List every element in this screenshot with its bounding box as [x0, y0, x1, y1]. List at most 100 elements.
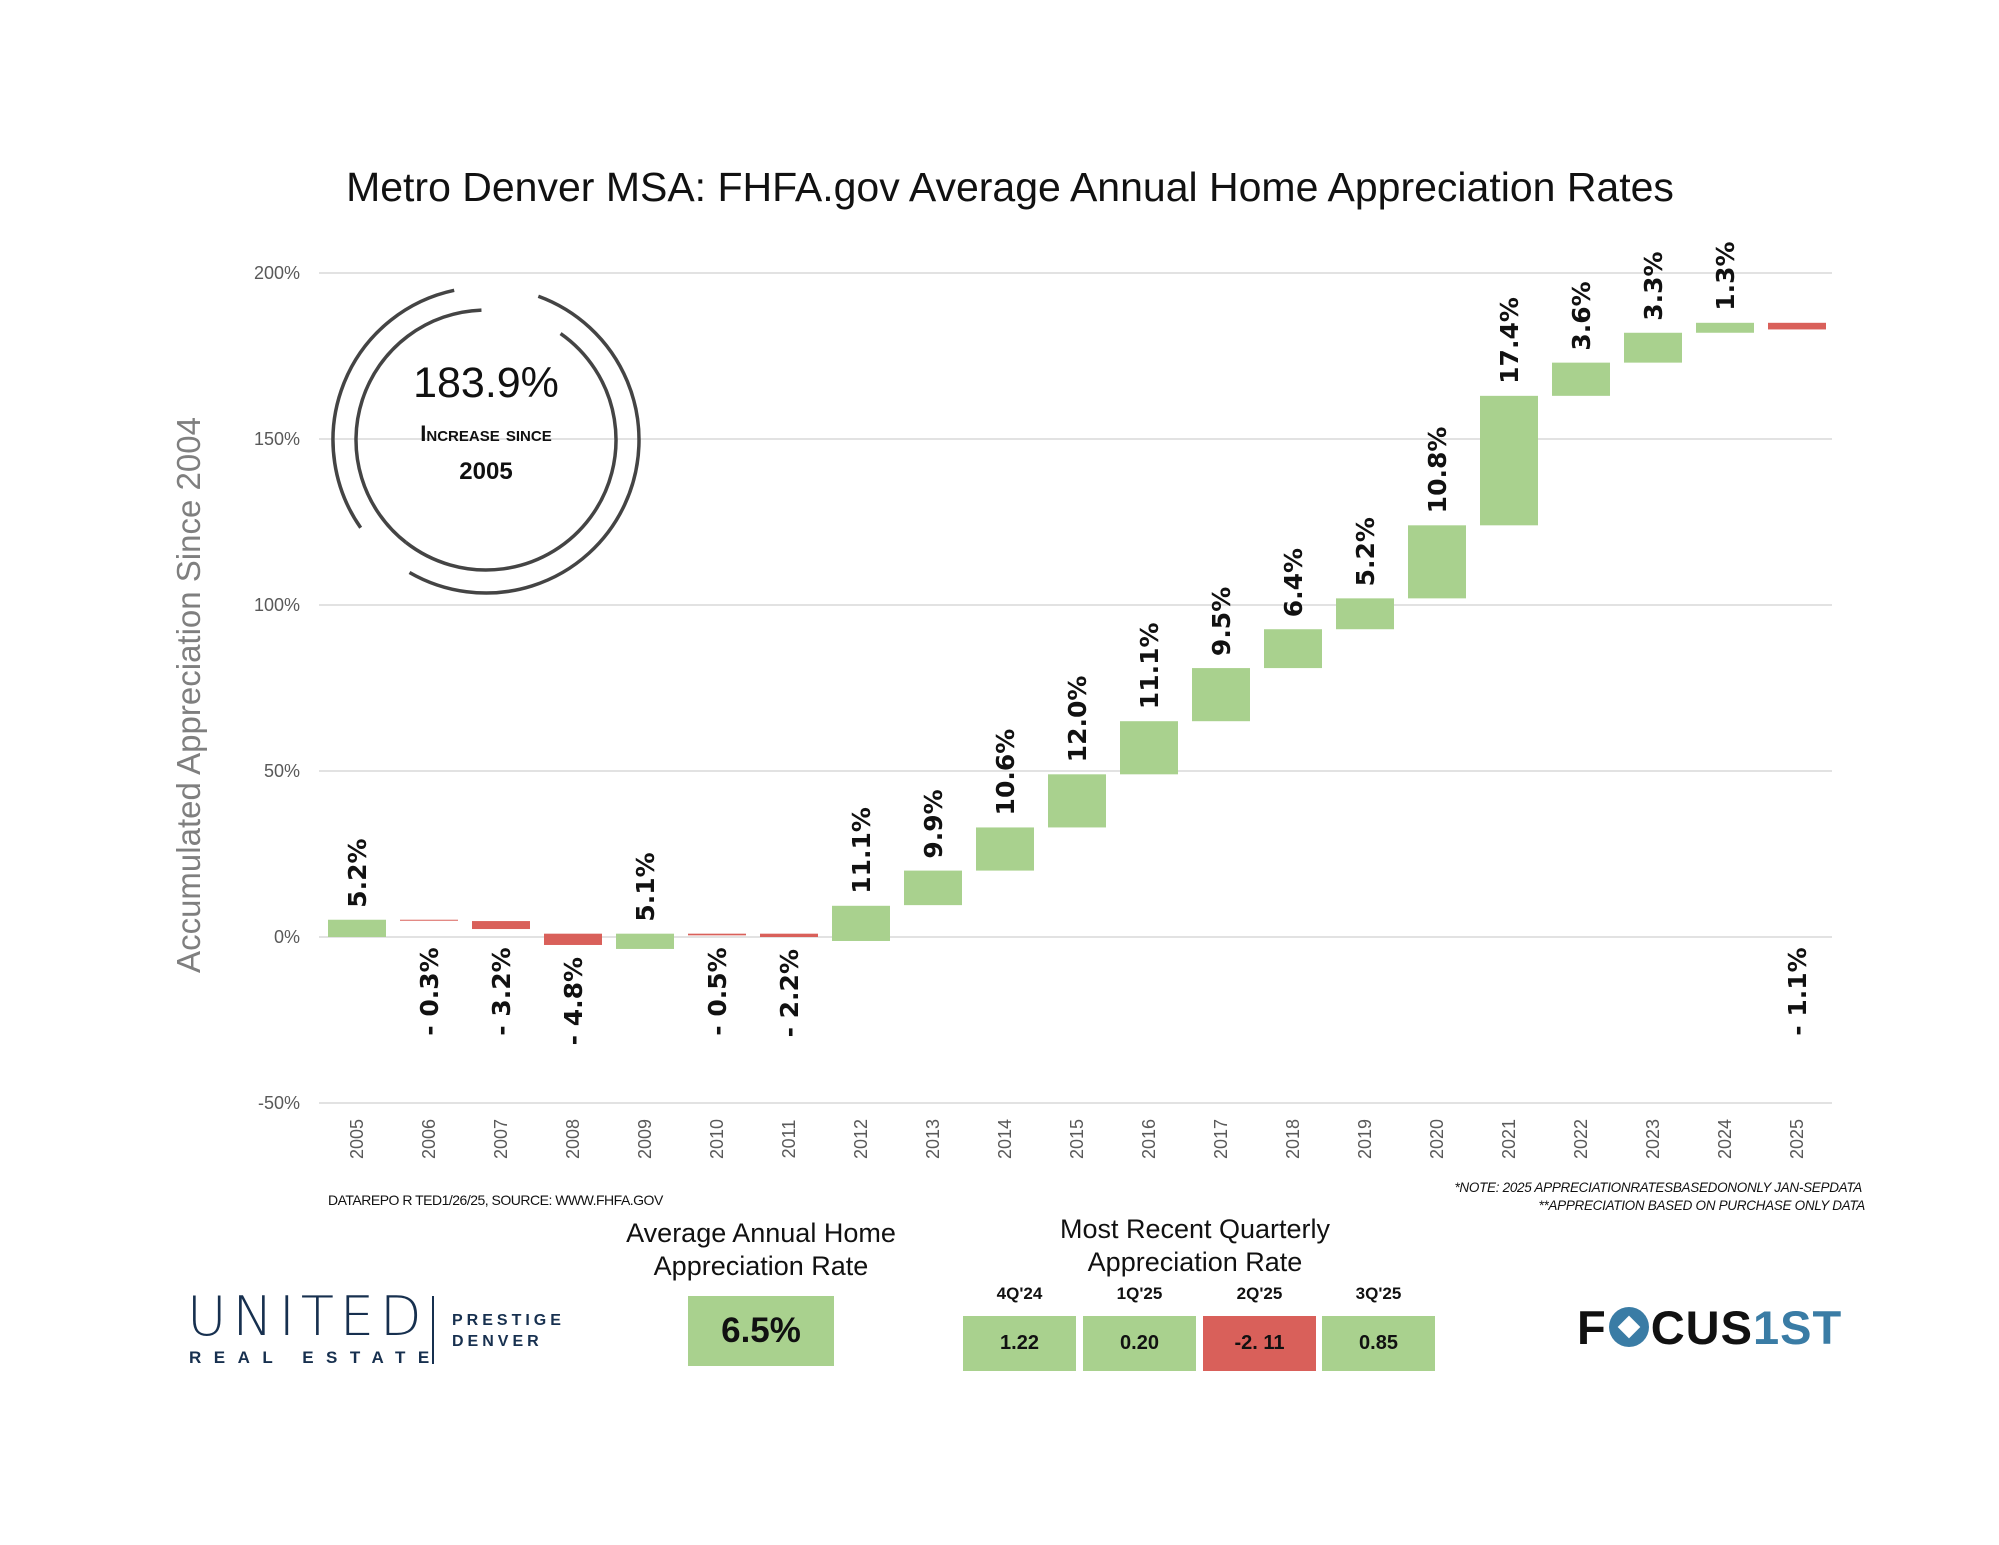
- bar-2006: [400, 919, 458, 921]
- quarter-label: 3Q'25: [1355, 1284, 1402, 1303]
- bar-2017: [1192, 668, 1250, 722]
- callout-inner-ring: [354, 308, 482, 544]
- chart-title: Metro Denver MSA: FHFA.gov Average Annua…: [346, 164, 1674, 210]
- footnote-2025: *NOTE: 2025 APPRECIATIONRATESBASEDONONLY…: [1454, 1180, 1862, 1195]
- x-tick-label: 2020: [1427, 1119, 1447, 1159]
- quarter-label: 2Q'25: [1236, 1284, 1283, 1303]
- data-label-2023: 3.3%: [1639, 251, 1668, 320]
- x-tick-label: 2024: [1715, 1119, 1735, 1159]
- bar-2019: [1336, 598, 1394, 630]
- data-label-2017: 9.5%: [1207, 587, 1236, 656]
- data-label-2020: 10.8%: [1423, 427, 1452, 514]
- x-tick-label: 2023: [1643, 1119, 1663, 1159]
- x-tick-label: 2015: [1067, 1119, 1087, 1159]
- footnote-purchase: **APPRECIATION BASED ON PURCHASE ONLY DA…: [1538, 1198, 1866, 1213]
- source-note: DATAREPO R TED1/26/25, SOURCE: WWW.FHFA.…: [328, 1192, 663, 1208]
- quarter-value: 0.20: [1083, 1316, 1196, 1371]
- y-tick-label: 0%: [274, 927, 300, 947]
- x-tick-label: 2025: [1787, 1119, 1807, 1159]
- x-tick-label: 2011: [779, 1120, 799, 1159]
- x-tick-label: 2012: [851, 1119, 871, 1159]
- data-label-2014: 10.6%: [991, 729, 1020, 816]
- x-tick-label: 2022: [1571, 1119, 1591, 1159]
- x-tick-label: 2009: [635, 1119, 655, 1159]
- focus1st-logo: F CUS 1ST: [1577, 1300, 1843, 1354]
- average-rate-value: 6.5%: [688, 1296, 834, 1366]
- logo-denver: DENVER: [452, 1333, 543, 1350]
- data-label-2007: - 3.2%: [487, 947, 516, 1035]
- x-tick-label: 2018: [1283, 1119, 1303, 1159]
- x-tick-label: 2005: [347, 1119, 367, 1159]
- logo-divider: [432, 1296, 434, 1364]
- x-tick-label: 2007: [491, 1119, 511, 1159]
- average-title: Average Annual Home Appreciation Rate: [600, 1217, 922, 1283]
- quarter-value: 1.22: [963, 1316, 1076, 1371]
- data-label-2011: - 2.2%: [775, 949, 804, 1037]
- bar-2018: [1264, 629, 1322, 669]
- average-title-line2: Appreciation Rate: [653, 1251, 869, 1281]
- y-tick-label: 100%: [254, 595, 300, 615]
- logo-real-estate: REAL ESTATE: [189, 1348, 442, 1367]
- bar-2008: [544, 933, 602, 945]
- logo-prestige: PRESTIGE: [452, 1312, 565, 1329]
- bar-2012: [832, 905, 890, 941]
- bar-2007: [472, 921, 530, 930]
- quarterly-title-line1: Most Recent Quarterly: [1059, 1214, 1331, 1244]
- bar-2020: [1408, 525, 1466, 599]
- data-label-2022: 3.6%: [1567, 281, 1596, 350]
- logo-focus-f: F: [1577, 1300, 1607, 1354]
- bar-2014: [976, 827, 1034, 871]
- callout-inner-ring-arc: [404, 332, 618, 572]
- bar-2023: [1624, 332, 1682, 363]
- data-label-2008: - 4.8%: [559, 957, 588, 1045]
- quarter-value: 0.85: [1322, 1316, 1435, 1371]
- data-label-2016: 11.1%: [1135, 622, 1164, 709]
- callout-label: Increase since: [420, 421, 551, 446]
- logo-united: UNITED: [187, 1285, 428, 1348]
- bar-2013: [904, 870, 962, 906]
- bar-2022: [1552, 362, 1610, 396]
- y-tick-label: 200%: [254, 263, 300, 283]
- y-axis-title: Accumulated Appreciation Since 2004: [170, 417, 207, 973]
- data-label-2009: 5.1%: [631, 852, 660, 921]
- bar-2010: [688, 933, 746, 936]
- bar-2024: [1696, 322, 1754, 333]
- x-tick-label: 2014: [995, 1119, 1015, 1159]
- data-label-2019: 5.2%: [1351, 517, 1380, 586]
- x-tick-label: 2017: [1211, 1119, 1231, 1159]
- x-tick-label: 2008: [563, 1119, 583, 1159]
- quarterly-title: Most Recent Quarterly Appreciation Rate: [1020, 1213, 1370, 1279]
- bar-2025: [1768, 322, 1826, 330]
- callout-rings: [331, 288, 641, 595]
- quarter-label: 1Q'25: [1116, 1284, 1163, 1303]
- bar-2009: [616, 933, 674, 949]
- bar-2021: [1480, 395, 1538, 526]
- data-label-2010: - 0.5%: [703, 947, 732, 1035]
- x-tick-label: 2021: [1499, 1119, 1519, 1159]
- bar-2015: [1048, 774, 1106, 828]
- data-label-2024: 1.3%: [1711, 241, 1740, 310]
- callout-outer-ring-arc: [331, 288, 455, 529]
- logo-focus-1st: 1ST: [1752, 1300, 1843, 1354]
- bar-2011: [760, 933, 818, 937]
- y-tick-label: -50%: [258, 1093, 300, 1113]
- quarterly-title-line2: Appreciation Rate: [1087, 1247, 1303, 1277]
- callout-outer-ring: [408, 294, 641, 595]
- data-label-2021: 17.4%: [1495, 297, 1524, 384]
- data-label-2005: 5.2%: [343, 838, 372, 907]
- y-tick-label: 50%: [264, 761, 300, 781]
- bar-2016: [1120, 721, 1178, 775]
- bar-2005: [328, 919, 386, 937]
- data-label-2018: 6.4%: [1279, 548, 1308, 617]
- x-tick-label: 2019: [1355, 1119, 1375, 1159]
- data-label-2012: 11.1%: [847, 807, 876, 894]
- data-label-2013: 9.9%: [919, 789, 948, 858]
- y-tick-label: 150%: [254, 429, 300, 449]
- x-tick-label: 2006: [419, 1119, 439, 1159]
- data-label-2006: - 0.3%: [415, 947, 444, 1035]
- x-tick-label: 2010: [707, 1119, 727, 1159]
- united-real-estate-logo: UNITED REAL ESTATE PRESTIGE DENVER: [187, 1290, 567, 1370]
- average-title-line1: Average Annual Home: [626, 1218, 896, 1248]
- quarter-value: -2. 11: [1203, 1316, 1316, 1371]
